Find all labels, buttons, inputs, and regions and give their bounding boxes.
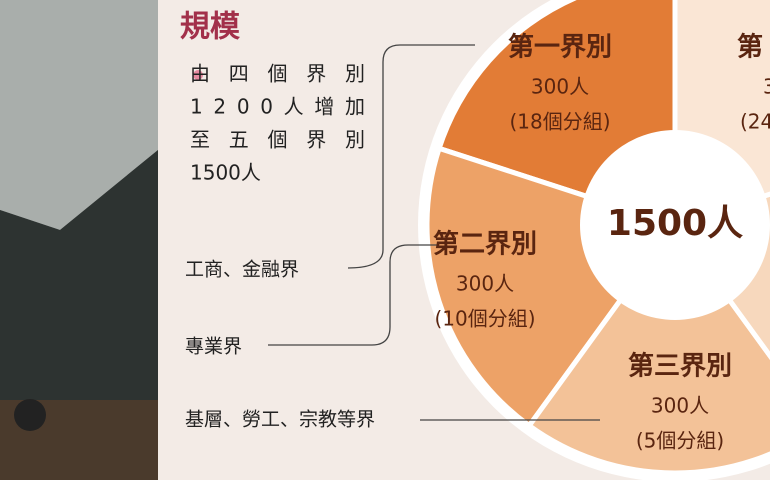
sector-name: 第一界別 <box>508 32 612 63</box>
photo-ceiling <box>0 0 158 230</box>
value-label: 300人 <box>531 75 589 99</box>
group-label: 基層、勞工、宗教等界 <box>185 409 375 431</box>
photo-person <box>14 399 46 431</box>
title: 規模 <box>180 10 240 45</box>
sector-name: 第三界別 <box>628 351 732 382</box>
subgroup-label: (5個分組) <box>636 429 724 453</box>
center-label: 1500人 <box>607 203 743 244</box>
value-label: 300人 <box>456 272 514 296</box>
photo-wall <box>0 150 158 400</box>
donut-hole <box>580 130 770 320</box>
group-label: 工商、金融界 <box>185 259 299 281</box>
value-label: 300人 <box>651 394 709 418</box>
subgroup-label: (24 <box>740 110 770 134</box>
bullet-dot <box>193 70 203 80</box>
connector <box>268 244 438 346</box>
connector <box>347 44 475 269</box>
subgroup-label: (18個分組) <box>509 110 610 134</box>
photo <box>0 0 158 480</box>
sector-name: 第 <box>737 32 763 63</box>
bullet-line: 1500人 <box>190 161 261 185</box>
value-label: 3 <box>763 75 770 99</box>
sector-name: 第二界別 <box>433 229 537 260</box>
subgroup-label: (10個分組) <box>434 307 535 331</box>
group-label: 專業界 <box>185 336 242 358</box>
